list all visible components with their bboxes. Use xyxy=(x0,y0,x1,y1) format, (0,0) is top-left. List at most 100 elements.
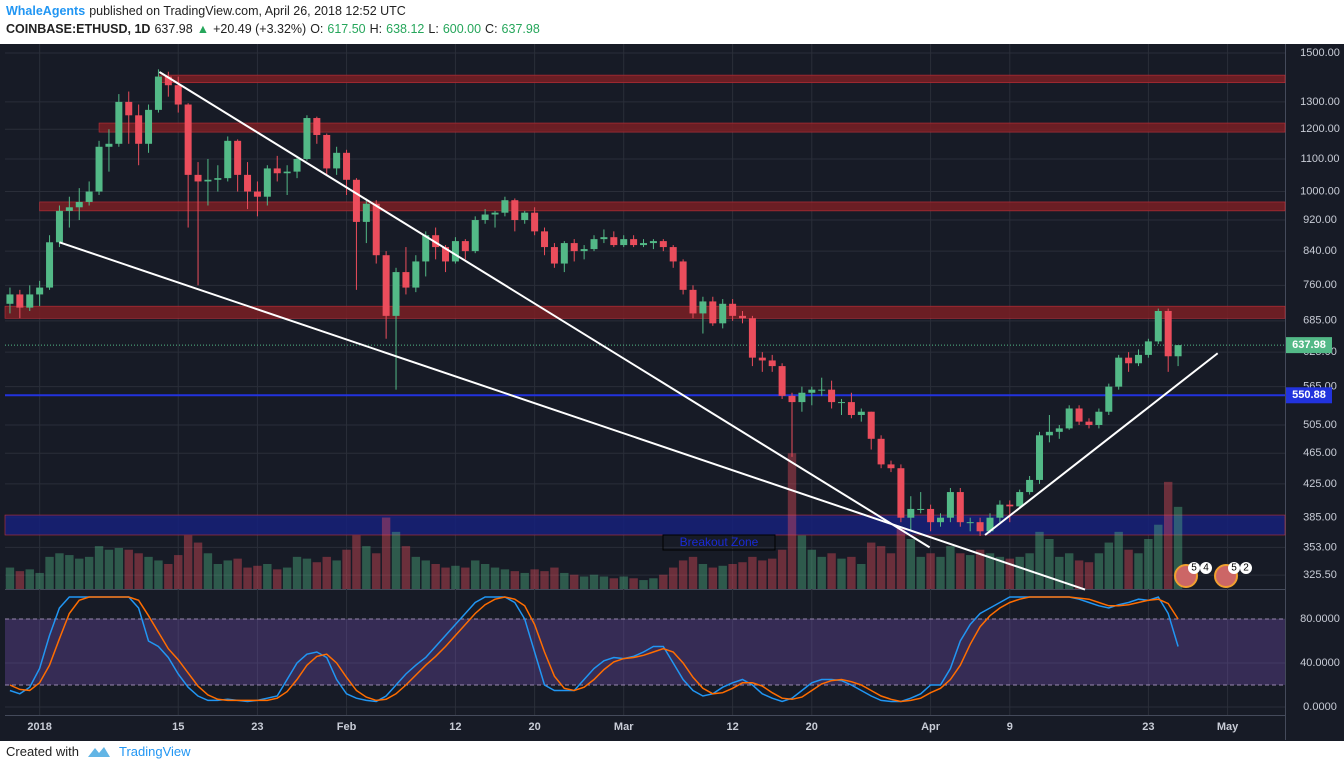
volume-bar xyxy=(461,567,470,589)
candle-body xyxy=(1144,341,1152,355)
candle-body xyxy=(580,249,588,252)
volume-bar xyxy=(322,556,331,589)
candle-body xyxy=(105,143,113,147)
chart-bg xyxy=(0,44,1344,741)
l: 600.00 xyxy=(442,22,482,36)
symbol: COINBASE:ETHUSD, 1D xyxy=(6,22,151,36)
volume-bar xyxy=(1045,539,1054,589)
volume-bar xyxy=(471,560,480,589)
candle-body xyxy=(372,203,380,256)
y-tick-label: 425.00 xyxy=(1303,478,1337,490)
candle-body xyxy=(382,255,390,316)
volume-bar xyxy=(104,549,114,589)
zone xyxy=(98,122,1286,133)
trendline xyxy=(158,71,931,549)
volume-bar xyxy=(787,453,797,589)
volume-bar xyxy=(639,580,648,589)
candle-body xyxy=(857,411,865,415)
candle-body xyxy=(610,237,618,246)
candle-body xyxy=(768,360,776,367)
h-label: H: xyxy=(369,22,383,36)
candle-body xyxy=(283,171,291,174)
volume-bar xyxy=(560,572,569,589)
candle-body xyxy=(719,303,727,324)
volume-bar xyxy=(1015,556,1024,589)
event-count: 4 xyxy=(1203,563,1209,574)
o-label: O: xyxy=(310,22,324,36)
volume-bar xyxy=(1074,560,1084,589)
candle-body xyxy=(788,395,796,403)
candle-body xyxy=(936,517,944,523)
volume-bar xyxy=(124,549,133,589)
volume-bar xyxy=(45,556,54,589)
candle-body xyxy=(1055,428,1063,432)
x-tick-label: 20 xyxy=(528,721,540,733)
volume-bar xyxy=(669,567,678,589)
y-tick-label: 920.00 xyxy=(1303,214,1337,226)
candle-body xyxy=(412,261,420,288)
volume-bar xyxy=(678,560,688,589)
volume-bar xyxy=(381,517,391,589)
candle-body xyxy=(887,464,895,469)
volume-bar xyxy=(203,553,213,589)
candle-body xyxy=(253,191,261,197)
y-tick-label: 385.00 xyxy=(1303,512,1337,524)
x-tick-label: 12 xyxy=(449,721,461,733)
volume-bar xyxy=(253,565,262,589)
volume-bar xyxy=(1035,531,1044,589)
volume-bar xyxy=(777,549,787,589)
volume-bar xyxy=(768,558,777,589)
candle-body xyxy=(996,504,1004,518)
x-tick-label: 15 xyxy=(172,721,184,733)
volume-bar xyxy=(886,553,896,589)
volume-bar xyxy=(916,556,925,589)
brand[interactable]: TradingView xyxy=(118,744,191,759)
o: 617.50 xyxy=(327,22,366,36)
volume-bar xyxy=(411,556,421,589)
volume-bar xyxy=(480,564,490,589)
volume-bar xyxy=(570,574,579,589)
x-tick-label: Feb xyxy=(337,721,357,733)
volume-bar xyxy=(827,553,836,589)
candle-body xyxy=(115,101,123,144)
candle-body xyxy=(75,201,83,208)
volume-bar xyxy=(1124,549,1133,589)
candle-body xyxy=(214,178,222,180)
volume-bar xyxy=(273,569,282,589)
footer-bg xyxy=(0,741,1344,771)
volume-bar xyxy=(134,553,143,589)
candle-body xyxy=(1174,345,1182,357)
volume-bar xyxy=(530,569,539,589)
volume-bar xyxy=(193,542,203,589)
zone xyxy=(4,305,1286,319)
candle-body xyxy=(1115,357,1123,387)
volume-bar xyxy=(401,546,411,589)
candle-body xyxy=(729,303,737,316)
candle-body xyxy=(481,214,489,221)
volume-bar xyxy=(807,549,817,589)
x-tick-label: 2018 xyxy=(27,721,51,733)
candle-body xyxy=(85,191,93,202)
y-tick-label: 1200.00 xyxy=(1300,123,1340,135)
h: 638.12 xyxy=(386,22,425,36)
candle-body xyxy=(966,522,974,524)
volume-bar xyxy=(975,549,985,589)
volume-bar xyxy=(1144,539,1153,589)
candle-body xyxy=(1164,310,1172,357)
candle-body xyxy=(1134,354,1142,364)
y-tick-label: 465.00 xyxy=(1303,447,1337,459)
change: +20.49 (+3.32%) xyxy=(213,22,307,36)
candle-body xyxy=(600,237,608,240)
price-tag xyxy=(1286,387,1332,404)
volume-bar xyxy=(164,564,173,589)
candle-body xyxy=(679,261,687,290)
zone-label: Breakout Zone xyxy=(680,535,759,549)
volume-bar xyxy=(540,571,549,589)
candle-body xyxy=(1016,492,1024,507)
volume-bar xyxy=(649,578,658,589)
price-tag-label: 637.98 xyxy=(1292,339,1326,351)
candle-body xyxy=(1154,310,1162,342)
y-tick-label: 685.00 xyxy=(1303,315,1337,327)
author[interactable]: WhaleAgents xyxy=(6,4,86,18)
y-tick-label: 40.0000 xyxy=(1300,657,1340,669)
